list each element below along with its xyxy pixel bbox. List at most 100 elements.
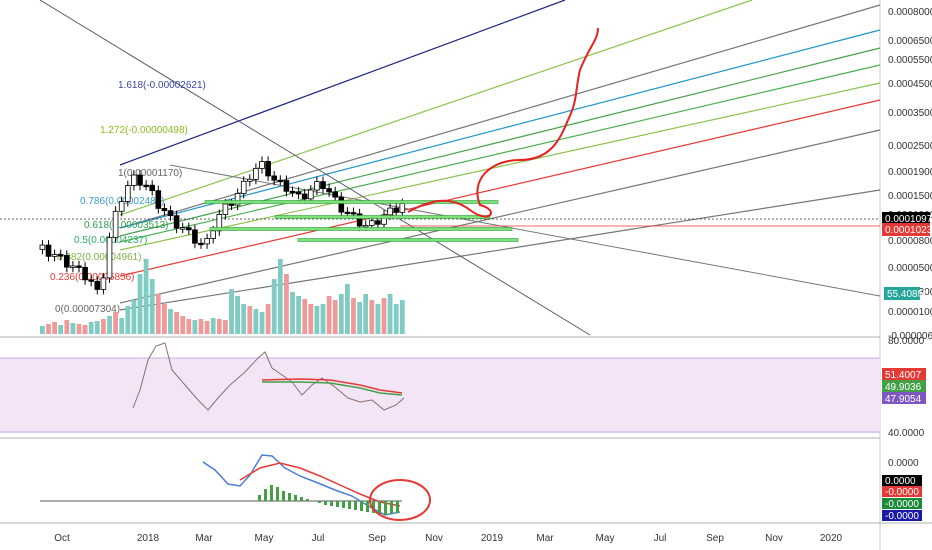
volume-bar <box>125 306 131 334</box>
volume-bar <box>308 304 314 334</box>
price-badge-label: 0.00010233 <box>885 225 932 236</box>
candle-body <box>149 184 156 192</box>
y-axis-tick-label: 0.00015000 <box>888 191 932 202</box>
volume-bar <box>296 296 301 334</box>
histogram-bar <box>324 501 327 505</box>
candle-body <box>204 238 210 245</box>
volume-bar <box>76 324 82 334</box>
histogram-bar <box>318 501 321 503</box>
fib-fan-line <box>119 82 881 251</box>
support-zone <box>204 200 499 204</box>
candle-body <box>64 254 70 268</box>
histogram-bar <box>288 493 291 501</box>
candle-body <box>131 174 137 186</box>
volume-bar <box>387 294 393 334</box>
candle-body <box>100 277 107 290</box>
y-axis-tick-label: 0.00019000 <box>888 167 932 178</box>
volume-badge-label: 55.408M <box>887 289 926 300</box>
x-axis-tick-label: Jul <box>654 533 667 544</box>
candle-body <box>307 189 314 200</box>
candle-body <box>82 266 88 281</box>
candle-body <box>344 211 351 215</box>
candle-body <box>125 185 131 202</box>
fib-fan-line <box>119 189 881 311</box>
indicator-badge <box>882 475 922 486</box>
histogram-bar <box>330 501 333 506</box>
candle-body <box>387 207 393 216</box>
candle-body <box>259 161 265 169</box>
volume-bar <box>198 319 204 334</box>
fib-fan-line <box>119 0 566 166</box>
volume-bar <box>149 279 155 334</box>
fib-fan-line <box>119 0 753 216</box>
y-axis-tick-label: 0.00025000 <box>888 141 932 152</box>
volume-bar <box>381 298 387 334</box>
volume-bar <box>210 318 216 334</box>
x-axis-tick-label: Nov <box>765 533 783 544</box>
fib-fan-line <box>119 47 881 237</box>
candle-body <box>216 214 223 232</box>
candle-body <box>326 188 332 193</box>
y-axis-tick-label: 0.00080000 <box>888 7 932 18</box>
indicator-badge-label: 0.0000 <box>885 476 916 487</box>
candle-body <box>283 180 290 192</box>
candle-body <box>57 254 64 257</box>
histogram-bar <box>396 501 399 513</box>
annotation-circle <box>369 479 431 521</box>
y-axis-tick-label: 80.0000 <box>888 336 925 347</box>
fib-level-label: 0(0.00007304) <box>55 304 120 315</box>
indicator-line <box>132 342 405 411</box>
fib-level-label: 0.618(0.00003513) <box>84 220 169 231</box>
y-axis-tick-label: -0.00000600 <box>888 331 932 342</box>
x-axis-tick-label: Sep <box>368 533 386 544</box>
y-axis-tick-label: 0.0000 <box>888 458 919 469</box>
volume-bar <box>399 300 405 334</box>
candle-body <box>185 227 192 231</box>
x-axis-tick-label: Mar <box>195 533 213 544</box>
volume-bar <box>302 299 308 334</box>
candle-body <box>289 190 296 194</box>
volume-bar <box>180 316 186 334</box>
volume-bar <box>345 284 350 334</box>
candle-body <box>368 220 375 226</box>
fib-fan-line <box>119 99 881 277</box>
volume-bar <box>320 304 326 334</box>
histogram-bar <box>360 501 363 511</box>
x-axis-tick-label: Sep <box>706 533 724 544</box>
indicator-badge <box>882 380 926 392</box>
histogram-bar <box>336 501 339 507</box>
volume-bar <box>363 294 369 334</box>
volume-bar <box>168 309 173 334</box>
x-axis-tick-label: 2020 <box>820 533 843 544</box>
x-axis-tick-label: May <box>255 533 274 544</box>
candle-body <box>167 210 174 217</box>
candle-body <box>320 181 326 190</box>
volume-bar <box>284 274 289 334</box>
volume-bar <box>338 294 344 334</box>
indicator-badge-label: -0.0000 <box>885 511 919 522</box>
y-axis-tick-label: 0.00005000 <box>888 263 932 274</box>
x-axis-tick-label: Oct <box>54 533 70 544</box>
x-axis-tick-label: 2019 <box>481 533 504 544</box>
y-axis-tick-label: 0.00001000 <box>888 307 932 318</box>
histogram-bar <box>258 495 261 501</box>
volume-bar <box>204 321 210 334</box>
trend-line <box>39 0 591 336</box>
volume-bar <box>271 279 277 334</box>
signal-line <box>239 462 401 507</box>
candle-body <box>362 225 369 228</box>
candle-body <box>234 193 241 206</box>
fib-level-label: 1.618(-0.00002621) <box>118 80 206 91</box>
histogram-bar <box>264 489 267 501</box>
volume-bar <box>119 318 125 334</box>
histogram-bar <box>348 501 351 509</box>
fib-level-label: 0.382(0.00004961) <box>57 252 142 263</box>
candle-body <box>228 203 235 206</box>
indicator-badge <box>882 498 922 509</box>
indicator-badge-label: 47.9054 <box>885 394 922 405</box>
histogram-bar <box>270 485 273 501</box>
indicator-badge <box>882 510 922 521</box>
candle-body <box>137 174 143 186</box>
candle-body <box>161 208 168 212</box>
